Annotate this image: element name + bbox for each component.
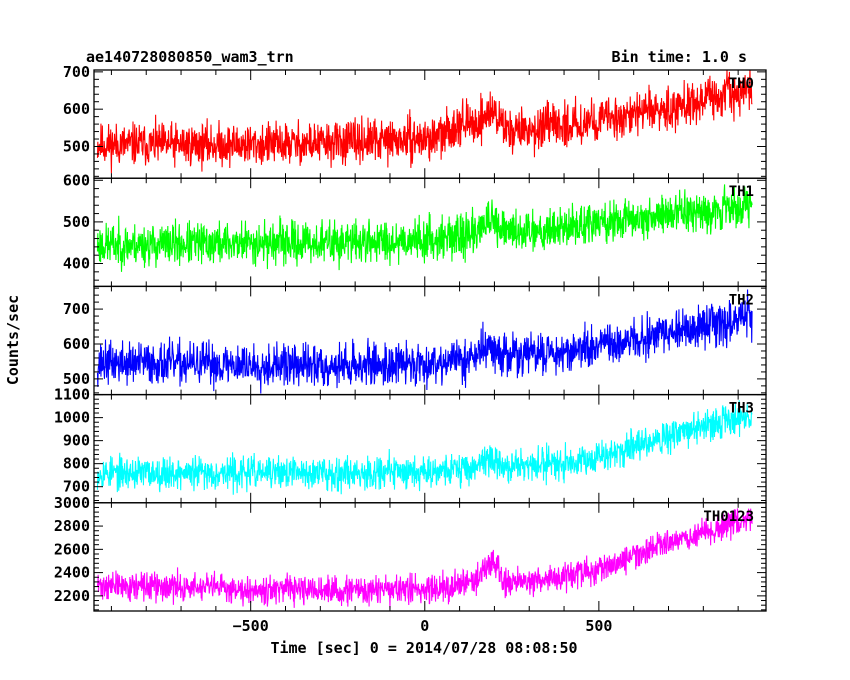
panel-th2: 500 600 700 TH2 (63, 285, 767, 396)
figure-title: ae140728080850_wam3_trn (86, 48, 294, 66)
panel-label-th2: TH2 (729, 292, 754, 308)
panel-label-th3: TH3 (729, 401, 754, 417)
y-tick-label: 1000 (54, 409, 90, 427)
x-axis-label: Time [sec] 0 = 2014/07/28 08:08:50 (270, 639, 577, 657)
y-tick-label: 400 (63, 255, 90, 273)
y-tick-label: 2800 (54, 517, 90, 535)
y-tick-label: 3000 (54, 494, 90, 512)
y-tick-label: 500 (63, 370, 90, 388)
y-tick-label: 600 (63, 335, 90, 353)
y-tick-label: 600 (63, 171, 90, 189)
y-tick-label: 500 (63, 137, 90, 155)
panel-th3: 700 800 900 1000 1100 TH3 (54, 386, 767, 504)
panel-label-th0123: TH0123 (703, 509, 754, 525)
x-tick-label: −500 (233, 617, 269, 635)
panel-th0: 500 600 700 TH0 (63, 63, 767, 179)
y-tick-label: 2400 (54, 564, 90, 582)
y-tick-label: 700 (63, 478, 90, 496)
panels-group: 500 600 700 TH0 400 500 600 TH1 500 600 700 TH2 700 8… (54, 63, 767, 635)
x-tick-label: 0 (420, 617, 429, 635)
y-tick-label: 1100 (54, 386, 90, 404)
panel-frame (93, 502, 767, 612)
series-line-th1 (96, 184, 753, 272)
panel-th0123: 2200 2400 2600 2800 3000 TH0123 (54, 494, 767, 612)
y-tick-label: 700 (63, 63, 90, 81)
series-line-th3 (96, 400, 753, 495)
panel-frame (93, 285, 767, 396)
y-axis-label: Counts/sec (4, 295, 22, 385)
series-line-th2 (96, 289, 753, 394)
panel-label-th1: TH1 (729, 184, 754, 200)
y-tick-label: 500 (63, 213, 90, 231)
series-line-th0 (96, 70, 753, 174)
panel-th1: 400 500 600 TH1 (63, 171, 767, 288)
y-tick-label: 800 (63, 455, 90, 473)
panel-label-th0: TH0 (729, 76, 754, 92)
y-tick-label: 700 (63, 300, 90, 318)
panel-frame (93, 393, 767, 504)
y-tick-label: 2200 (54, 587, 90, 605)
y-tick-label: 900 (63, 432, 90, 450)
x-tick-label: 500 (585, 617, 612, 635)
y-tick-label: 2600 (54, 540, 90, 558)
series-line-th0123 (96, 508, 753, 609)
y-tick-label: 600 (63, 100, 90, 118)
bin-time-label: Bin time: 1.0 s (612, 48, 747, 66)
